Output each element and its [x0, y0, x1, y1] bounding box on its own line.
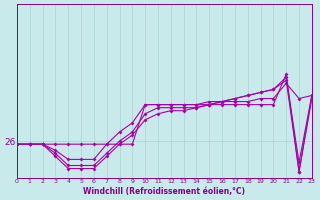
X-axis label: Windchill (Refroidissement éolien,°C): Windchill (Refroidissement éolien,°C) — [84, 187, 245, 196]
